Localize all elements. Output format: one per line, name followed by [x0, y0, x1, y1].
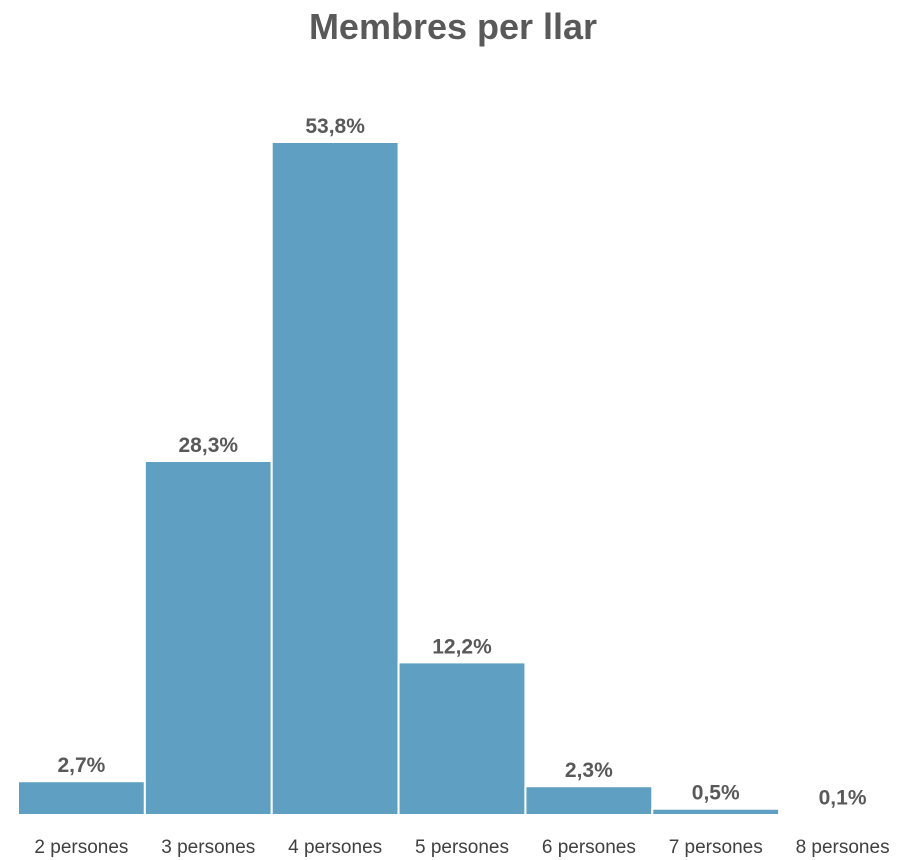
data-label-4: 12,2%: [432, 635, 492, 658]
data-label-6: 0,5%: [692, 782, 740, 805]
bar-5: [524, 785, 654, 817]
x-tick-label-7: 8 persones: [796, 837, 890, 858]
data-label-1: 2,7%: [57, 754, 105, 777]
bar-1: [17, 780, 146, 817]
bar-4: [397, 661, 527, 816]
x-tick-label-6: 7 persones: [669, 837, 763, 858]
x-tick-label-2: 3 persones: [161, 837, 255, 858]
x-tick-label-5: 6 persones: [542, 837, 636, 858]
x-tick-label-4: 5 persones: [415, 837, 509, 858]
data-label-2: 28,3%: [179, 434, 239, 457]
x-tick-label-1: 2 persones: [34, 837, 128, 858]
data-label-3: 53,8%: [305, 115, 365, 138]
x-tick-label-3: 4 persones: [288, 837, 382, 858]
bar-2: [143, 459, 273, 816]
bar-7: [778, 812, 906, 817]
data-label-5: 2,3%: [565, 759, 613, 782]
chart-title: Membres per llar: [308, 6, 598, 47]
bar-3: [270, 141, 400, 816]
data-label-7: 0,1%: [819, 787, 867, 810]
bar-6: [651, 807, 781, 817]
